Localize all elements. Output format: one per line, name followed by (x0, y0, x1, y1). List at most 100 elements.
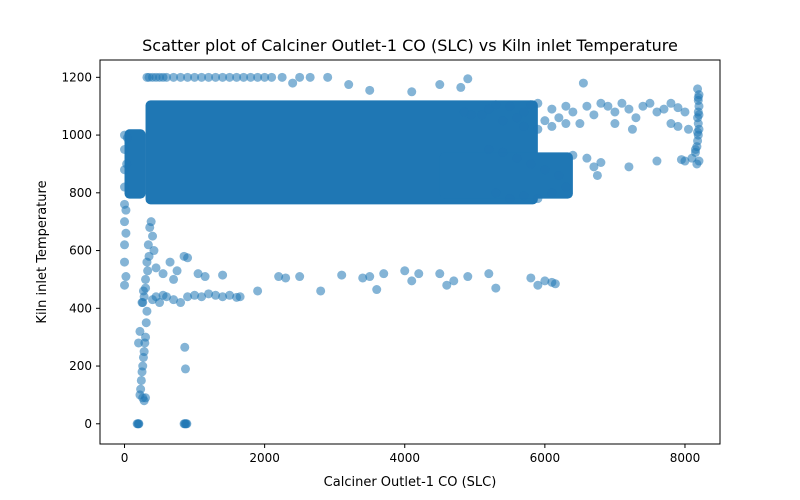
scatter-point (442, 280, 452, 290)
y-tick-label: 200 (69, 359, 92, 373)
scatter-point (142, 306, 152, 316)
scatter-point (484, 269, 494, 279)
scatter-point (274, 272, 284, 282)
scatter-point (435, 269, 445, 279)
scatter-point (183, 72, 193, 82)
scatter-point (180, 342, 190, 352)
scatter-point (666, 98, 676, 108)
scatter-point (121, 205, 131, 215)
scatter-point (505, 194, 515, 204)
scatter-point (295, 272, 305, 282)
scatter-point (190, 290, 200, 300)
scatter-point (120, 257, 130, 267)
scatter-point (169, 72, 179, 82)
scatter-point (526, 159, 536, 169)
scatter-point (253, 72, 263, 82)
scatter-point (638, 101, 648, 111)
dense-region-0 (145, 100, 538, 205)
y-tick-label: 0 (84, 417, 92, 431)
scatter-point (540, 165, 550, 175)
scatter-point (281, 273, 291, 283)
scatter-point (477, 110, 487, 120)
scatter-point (575, 119, 585, 129)
scatter-point (498, 147, 508, 157)
scatter-point (512, 113, 522, 123)
scatter-point (162, 72, 172, 82)
scatter-point (610, 107, 620, 117)
x-tick-label: 2000 (249, 451, 280, 465)
scatter-point (547, 188, 557, 198)
scatter-point (235, 292, 245, 302)
scatter-point (180, 364, 190, 374)
scatter-point (158, 269, 168, 279)
scatter-point (169, 295, 179, 305)
scatter-point (197, 292, 207, 302)
scatter-point (190, 72, 200, 82)
scatter-point (182, 419, 192, 429)
scatter-point (491, 100, 501, 110)
scatter-point (540, 116, 550, 126)
scatter-point (155, 298, 165, 308)
scatter-point (589, 110, 599, 120)
scatter-point (295, 72, 305, 82)
scatter-point (141, 318, 151, 328)
scatter-point (568, 107, 578, 117)
scatter-point (120, 182, 130, 192)
y-tick-label: 1200 (61, 70, 92, 84)
scatter-point (491, 283, 501, 293)
scatter-point (652, 107, 662, 117)
y-axis-label: Kiln inlet Temperature (35, 180, 50, 323)
y-axis-ticks: 0 200 400 600 800 1000 1200 (61, 70, 100, 431)
scatter-point (183, 253, 193, 263)
y-tick-label: 800 (69, 186, 92, 200)
scatter-point (379, 269, 389, 279)
scatter-point (673, 103, 683, 113)
x-axis-ticks: 0 2000 4000 6000 8000 (121, 444, 701, 465)
scatter-point (673, 121, 683, 131)
scatter-point (582, 153, 592, 163)
scatter-point (693, 84, 703, 94)
scatter-point (589, 162, 599, 172)
scatter-point (143, 240, 153, 250)
scatter-point (121, 272, 131, 282)
y-tick-label: 1000 (61, 128, 92, 142)
scatter-point (561, 182, 571, 192)
scatter-point (554, 113, 564, 123)
x-tick-label: 8000 (670, 451, 701, 465)
scatter-point (197, 72, 207, 82)
scatter-point (407, 87, 417, 97)
scatter-point (136, 384, 146, 394)
scatter-point (603, 101, 613, 111)
scatter-point (694, 110, 704, 120)
scatter-point (407, 276, 417, 286)
scatter-point (491, 188, 501, 198)
scatter-point (176, 298, 186, 308)
scatter-point (372, 285, 382, 295)
scatter-point (134, 419, 144, 429)
scatter-point (316, 286, 326, 296)
scatter-point (143, 266, 153, 276)
scatter-point (652, 156, 662, 166)
scatter-point (596, 98, 606, 108)
scatter-point (414, 269, 424, 279)
scatter-point (693, 127, 703, 137)
scatter-point (288, 78, 298, 88)
scatter-point (617, 98, 627, 108)
scatter-point (200, 272, 210, 282)
scatter-point (624, 104, 634, 114)
scatter-point (137, 367, 147, 377)
scatter-point (693, 93, 703, 103)
scatter-point (218, 72, 228, 82)
scatter-point (540, 276, 550, 286)
scatter-point (260, 72, 270, 82)
scatter-point (547, 104, 557, 114)
scatter-point (463, 272, 473, 282)
scatter-point (484, 145, 494, 155)
scatter-point (365, 85, 375, 95)
dense-region-2 (439, 152, 573, 199)
scatter-point (165, 257, 175, 267)
scatter-point (135, 326, 145, 336)
scatter-point (554, 170, 564, 180)
scatter-point (267, 72, 277, 82)
scatter-point (456, 82, 466, 92)
